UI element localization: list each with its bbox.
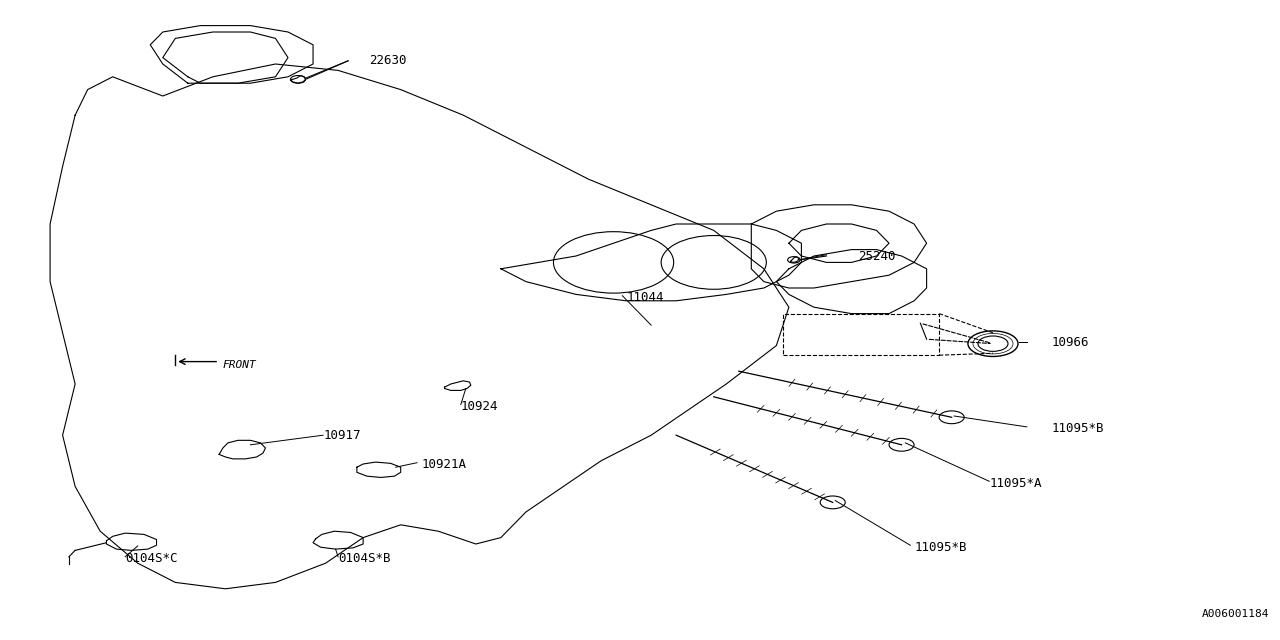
Text: 0104S*B: 0104S*B [338,552,390,564]
Text: A006001184: A006001184 [1202,609,1270,620]
Text: 0104S*C: 0104S*C [125,552,178,564]
Text: 11044: 11044 [626,291,663,304]
Text: 11095*B: 11095*B [914,541,966,554]
Text: 10924: 10924 [461,400,498,413]
Text: 22630: 22630 [370,54,407,67]
Text: 10921A: 10921A [422,458,467,470]
Text: 25240: 25240 [858,250,895,262]
Text: FRONT: FRONT [223,360,256,370]
Text: 10966: 10966 [1052,336,1089,349]
Text: 11095*A: 11095*A [989,477,1042,490]
Text: 10917: 10917 [323,429,361,442]
Text: 11095*B: 11095*B [1052,422,1105,435]
